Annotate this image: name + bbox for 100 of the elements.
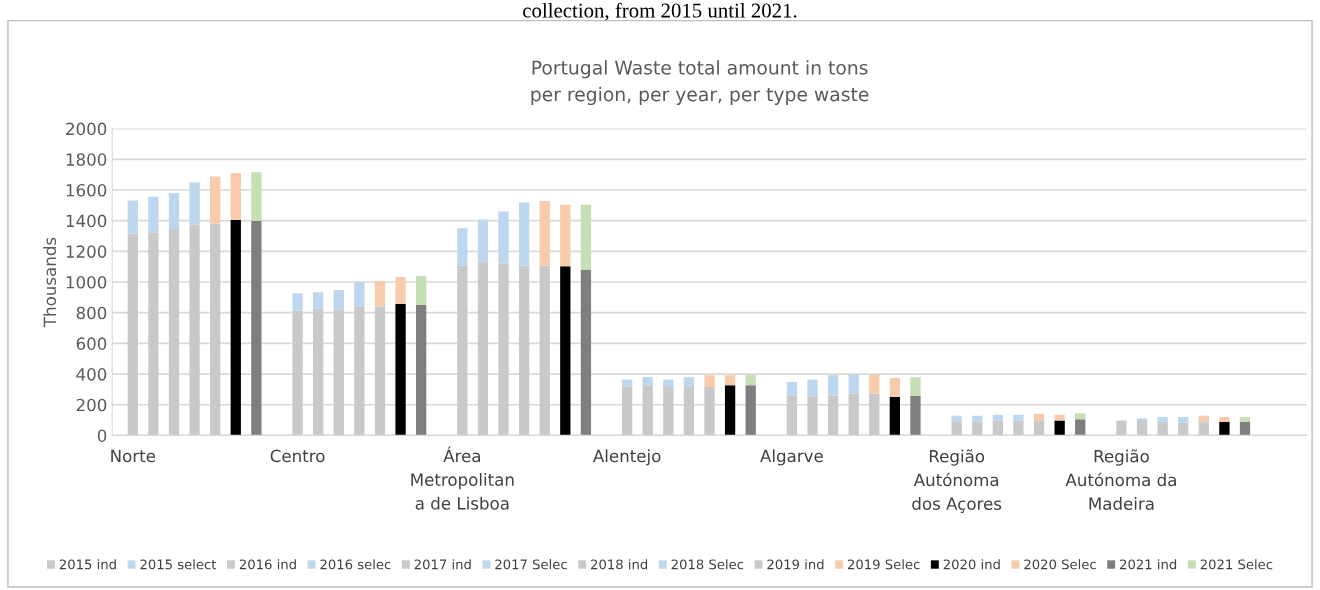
- bar: [539, 201, 550, 266]
- legend-label: 2017 Selec: [495, 559, 567, 570]
- x-tick-label: Região Autónoma dos Açores: [912, 449, 1002, 513]
- y-tick-label: 800: [76, 306, 107, 320]
- bar: [374, 306, 386, 436]
- bar: [333, 290, 344, 310]
- bar: [704, 375, 715, 387]
- bar: [663, 379, 674, 387]
- bar: [416, 304, 427, 436]
- bar: [477, 219, 489, 262]
- bar: [580, 270, 592, 436]
- legend-label: 2020 Selec: [1024, 559, 1096, 570]
- bar: [951, 421, 962, 436]
- bar: [313, 292, 324, 309]
- bar: [683, 386, 695, 436]
- bar: [148, 196, 159, 233]
- x-tick-label: Centro: [270, 449, 325, 463]
- bar: [518, 202, 530, 266]
- bar: [1198, 421, 1209, 436]
- bar: [560, 204, 571, 267]
- bar: [230, 219, 241, 436]
- bar: [1033, 413, 1045, 421]
- bar: [1116, 420, 1127, 436]
- bar: [580, 204, 592, 271]
- bar: [354, 306, 365, 436]
- bar: [1054, 414, 1065, 421]
- y-tick-label: 1000: [66, 275, 107, 289]
- bar: [848, 374, 859, 394]
- y-tick-label: 600: [76, 337, 107, 350]
- bar: [539, 265, 550, 436]
- bar: [127, 233, 138, 436]
- bar: [1013, 420, 1024, 436]
- bar: [972, 421, 983, 436]
- bar: [210, 176, 221, 224]
- legend-label: 2019 ind: [767, 559, 824, 570]
- bar: [1239, 417, 1251, 423]
- bar: [642, 376, 653, 386]
- y-axis-title: Thousands: [43, 237, 57, 328]
- bar: [354, 282, 365, 307]
- bar: [498, 263, 509, 436]
- bar: [416, 276, 427, 305]
- bar: [848, 393, 859, 436]
- bar: [168, 228, 180, 436]
- bar: [251, 220, 262, 436]
- bar: [210, 223, 221, 436]
- bar: [1219, 417, 1230, 423]
- legend-label: 2021 Selec: [1200, 559, 1273, 570]
- bar: [827, 395, 839, 436]
- bar: [127, 200, 138, 234]
- bar: [745, 374, 756, 386]
- bar: [704, 386, 715, 436]
- legend-label: 2018 Selec: [671, 559, 744, 570]
- bar: [498, 211, 509, 264]
- bar: [1054, 420, 1065, 436]
- bar: [621, 386, 633, 436]
- bar: [827, 375, 839, 396]
- bar: [518, 265, 530, 436]
- bar: [807, 379, 818, 397]
- bar: [663, 386, 674, 436]
- bar: [1178, 422, 1189, 436]
- bar: [642, 385, 653, 436]
- bar: [807, 396, 818, 436]
- bar: [292, 310, 303, 436]
- chart-title: Portugal Waste total amount in tons per region, per year, per type waste: [531, 60, 869, 106]
- bar: [251, 172, 262, 221]
- bar: [889, 396, 901, 436]
- bar: [230, 173, 241, 220]
- bar: [189, 224, 200, 436]
- bar: [168, 193, 180, 229]
- bar: [724, 375, 736, 386]
- bar: [1157, 417, 1168, 423]
- legend-label: 2017 ind: [414, 559, 471, 570]
- bar: [395, 303, 406, 436]
- bar: [869, 393, 880, 436]
- bar: [889, 377, 901, 397]
- legend-label: 2016 selec: [320, 559, 391, 570]
- y-tick-label: 200: [76, 398, 107, 412]
- bar: [910, 396, 921, 436]
- legend-label: 2016 ind: [239, 559, 296, 570]
- y-tick-label: 1200: [66, 245, 107, 258]
- y-tick-label: 0: [97, 429, 107, 442]
- legend-label: 2015 ind: [59, 559, 116, 570]
- bar: [560, 266, 571, 436]
- bar: [457, 228, 468, 266]
- legend-label: 2019 Selec: [847, 559, 920, 570]
- y-tick-label: 2000: [66, 122, 107, 136]
- bar: [1013, 414, 1024, 421]
- bar: [1239, 422, 1251, 436]
- bar: [313, 308, 324, 436]
- bar: [1136, 421, 1148, 436]
- x-tick-label: Alentejo: [593, 449, 661, 466]
- bar: [457, 265, 468, 436]
- y-tick-label: 400: [76, 368, 107, 381]
- x-tick-label: Norte: [111, 449, 156, 463]
- bar: [992, 420, 1003, 436]
- text: collection, from 2015 until 2021.: [523, 2, 797, 21]
- bar: [910, 377, 921, 396]
- x-tick-label: Área Metropolitan a de Lisboa: [411, 446, 514, 510]
- y-tick-label: 1600: [66, 183, 107, 197]
- bar: [1033, 421, 1045, 436]
